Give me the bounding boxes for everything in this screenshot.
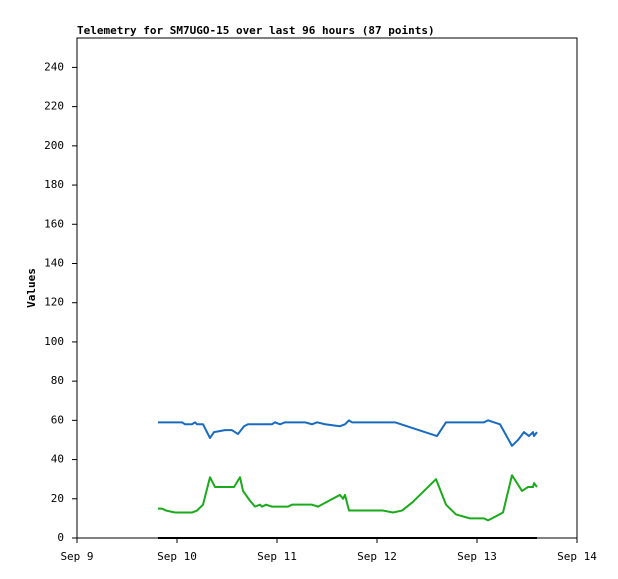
x-tick-label: Sep 9 bbox=[60, 550, 93, 563]
x-tick-label: Sep 13 bbox=[457, 550, 497, 563]
y-tick-label: 120 bbox=[44, 296, 64, 309]
x-tick-label: Sep 10 bbox=[157, 550, 197, 563]
y-tick-label: 180 bbox=[44, 178, 64, 191]
y-tick-label: 200 bbox=[44, 139, 64, 152]
y-tick-label: 140 bbox=[44, 256, 64, 269]
y-tick-label: 40 bbox=[51, 453, 64, 466]
x-tick-label: Sep 11 bbox=[257, 550, 297, 563]
x-tick-label: Sep 14 bbox=[557, 550, 597, 563]
y-tick-label: 0 bbox=[57, 531, 64, 544]
y-tick-label: 220 bbox=[44, 100, 64, 113]
y-tick-label: 60 bbox=[51, 413, 64, 426]
y-axis-label: Values bbox=[25, 268, 38, 308]
y-tick-label: 100 bbox=[44, 335, 64, 348]
plot-frame bbox=[76, 37, 578, 539]
y-tick-label: 160 bbox=[44, 217, 64, 230]
x-tick-label: Sep 12 bbox=[357, 550, 397, 563]
y-tick-label: 20 bbox=[51, 492, 64, 505]
y-tick-label: 80 bbox=[51, 374, 64, 387]
chart-title: Telemetry for SM7UGO-15 over last 96 hou… bbox=[77, 24, 435, 37]
data-line bbox=[158, 419, 538, 447]
y-tick-label: 240 bbox=[44, 60, 64, 73]
data-line bbox=[158, 474, 538, 522]
